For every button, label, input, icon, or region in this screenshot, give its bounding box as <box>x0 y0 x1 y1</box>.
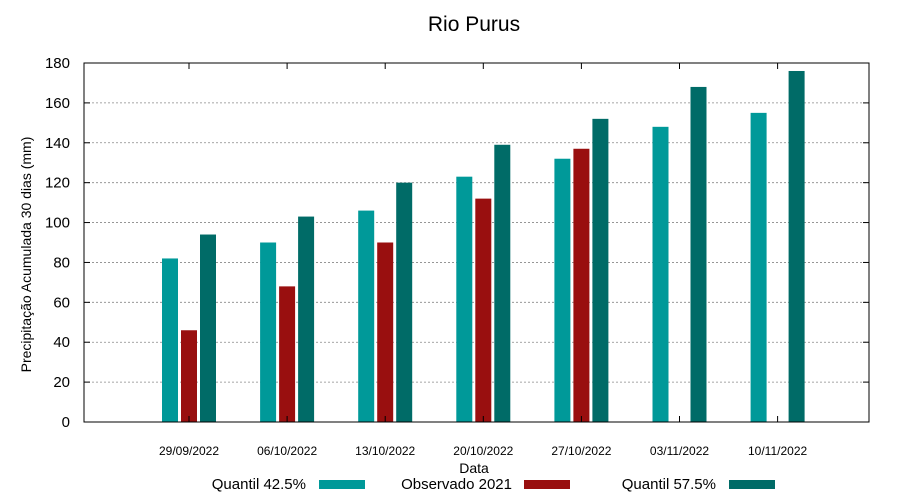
bar-3-3 <box>396 182 413 422</box>
y-tick-label: 120 <box>45 175 70 192</box>
legend-label: Observado 2021 <box>401 476 512 493</box>
y-tick-label: 180 <box>45 55 70 72</box>
legend-swatch <box>729 480 775 489</box>
x-tick-label: 13/10/2022 <box>355 444 415 458</box>
x-tick-label: 03/11/2022 <box>650 444 709 458</box>
chart-title: Rio Purus <box>428 13 520 36</box>
x-tick-label: 10/11/2022 <box>748 444 807 458</box>
bar-3-6 <box>690 86 707 422</box>
bar-1-5 <box>554 158 571 422</box>
x-axis-ticks: 29/09/2022 06/10/2022 13/10/2022 20/10/2022… <box>159 63 808 458</box>
bar-3-7 <box>788 70 805 422</box>
bar-1-4 <box>456 176 473 422</box>
legend-swatch <box>319 480 365 489</box>
bar-1-3 <box>358 210 375 422</box>
bar-1-6 <box>652 126 669 423</box>
y-tick-label: 40 <box>53 334 70 351</box>
bar-1-1 <box>162 258 178 422</box>
bar-2-1 <box>181 330 197 422</box>
y-tick-label: 160 <box>45 95 70 112</box>
y-tick-label: 80 <box>53 254 70 271</box>
bar-3-5 <box>592 118 609 422</box>
x-tick-label: 29/09/2022 <box>159 444 219 458</box>
bars <box>162 70 805 423</box>
bar-2-4 <box>475 198 492 422</box>
y-axis-ticks: 0 20 40 60 80 100 120 140 160 180 <box>45 55 869 431</box>
x-tick-label: 06/10/2022 <box>257 444 317 458</box>
x-axis-label: Data <box>459 460 489 476</box>
x-tick-label: 20/10/2022 <box>453 444 513 458</box>
legend-swatch <box>524 480 570 489</box>
bar-1-7 <box>750 112 767 422</box>
y-tick-label: 0 <box>62 414 70 431</box>
y-tick-label: 60 <box>53 294 70 311</box>
bar-2-5 <box>573 148 590 422</box>
y-tick-label: 20 <box>53 374 70 391</box>
bar-3-2 <box>298 216 315 422</box>
legend: Quantil 42.5% Observado 2021 Quantil 57.5% <box>212 476 775 493</box>
y-tick-label: 100 <box>45 215 70 232</box>
legend-label: Quantil 57.5% <box>622 476 716 493</box>
legend-label: Quantil 42.5% <box>212 476 306 493</box>
x-tick-label: 27/10/2022 <box>551 444 611 458</box>
y-axis-label: Precipitação Acumulada 30 dias (mm) <box>18 137 34 373</box>
bar-2-2 <box>279 286 296 422</box>
bar-2-3 <box>377 242 394 422</box>
y-tick-label: 140 <box>45 135 70 152</box>
bar-3-1 <box>200 234 216 422</box>
plot-area-frame <box>83 62 870 423</box>
bar-1-2 <box>260 242 277 422</box>
bar-3-4 <box>494 144 511 422</box>
